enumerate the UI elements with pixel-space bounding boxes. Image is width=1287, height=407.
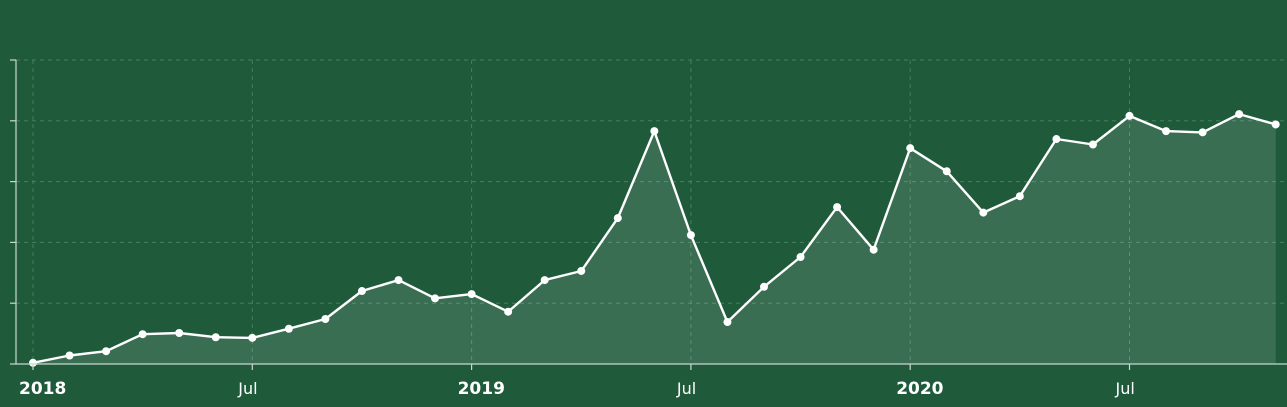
data-point[interactable] bbox=[723, 318, 732, 327]
x-tick-label: 2018 bbox=[19, 379, 66, 399]
x-tick-label: Jul bbox=[1115, 379, 1135, 398]
data-point[interactable] bbox=[211, 333, 220, 342]
grid-lines bbox=[16, 59, 1287, 364]
data-point[interactable] bbox=[504, 307, 513, 316]
data-point[interactable] bbox=[175, 328, 184, 337]
series-area bbox=[33, 114, 1276, 364]
data-point[interactable] bbox=[796, 252, 805, 261]
data-point[interactable] bbox=[613, 214, 622, 223]
x-tick-label: 2019 bbox=[458, 379, 505, 399]
data-point[interactable] bbox=[1198, 128, 1207, 137]
data-point[interactable] bbox=[248, 333, 257, 342]
data-point[interactable] bbox=[540, 276, 549, 285]
data-point[interactable] bbox=[1271, 120, 1280, 129]
data-point[interactable] bbox=[1162, 127, 1171, 136]
data-point[interactable] bbox=[1015, 192, 1024, 201]
data-point[interactable] bbox=[138, 330, 147, 339]
data-point[interactable] bbox=[284, 324, 293, 333]
data-point[interactable] bbox=[1235, 110, 1244, 119]
data-point[interactable] bbox=[1088, 140, 1097, 149]
data-point[interactable] bbox=[467, 290, 476, 299]
data-point[interactable] bbox=[906, 144, 915, 153]
data-point[interactable] bbox=[431, 294, 440, 303]
x-tick-label: Jul bbox=[676, 379, 696, 398]
data-point[interactable] bbox=[357, 287, 366, 296]
data-point[interactable] bbox=[1052, 135, 1061, 144]
data-point[interactable] bbox=[577, 266, 586, 275]
axes bbox=[10, 59, 1287, 365]
data-point[interactable] bbox=[29, 358, 37, 367]
data-point[interactable] bbox=[833, 203, 842, 212]
x-tick-label: 2020 bbox=[896, 379, 943, 399]
x-tick-labels: 2018 Jul 2019 Jul 2020 Jul bbox=[19, 364, 1135, 399]
data-point[interactable] bbox=[321, 315, 330, 324]
data-point[interactable] bbox=[1125, 111, 1134, 120]
data-point[interactable] bbox=[942, 167, 951, 176]
data-point[interactable] bbox=[650, 127, 659, 136]
data-point[interactable] bbox=[869, 245, 878, 254]
data-point[interactable] bbox=[760, 282, 768, 291]
data-points bbox=[29, 110, 1280, 367]
data-point[interactable] bbox=[979, 208, 988, 217]
x-tick-label: Jul bbox=[237, 379, 257, 398]
data-point[interactable] bbox=[102, 347, 111, 356]
data-point[interactable] bbox=[394, 276, 403, 285]
data-point[interactable] bbox=[65, 351, 74, 360]
data-point[interactable] bbox=[686, 231, 695, 240]
